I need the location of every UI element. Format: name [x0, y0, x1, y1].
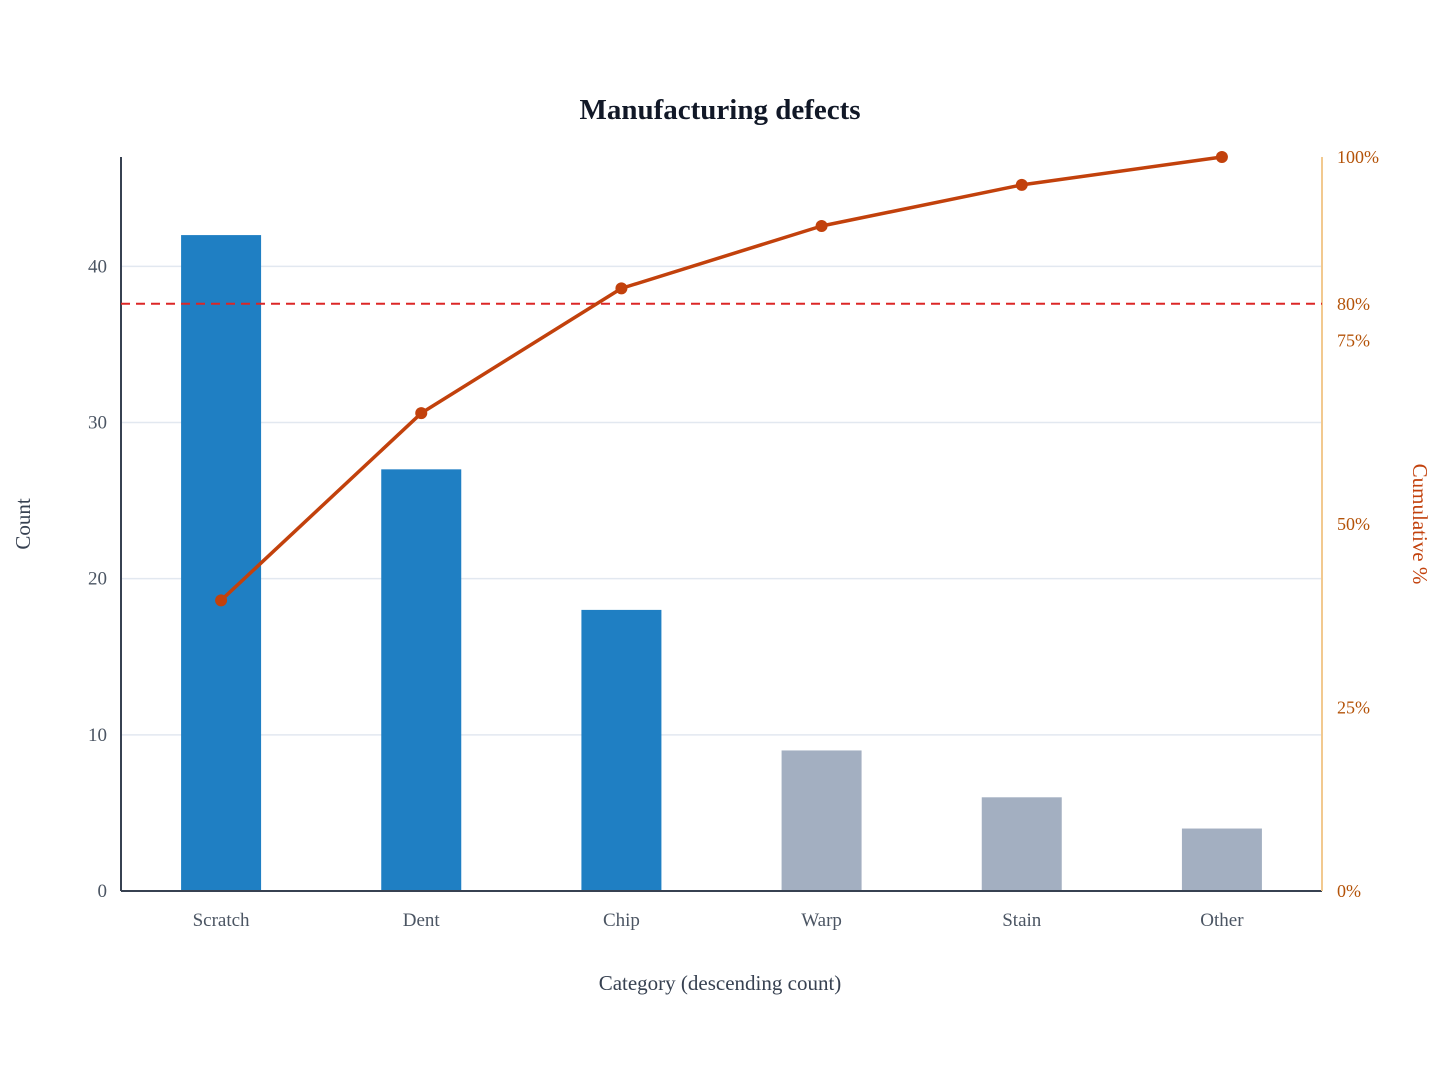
- x-tick-label: Chip: [603, 910, 640, 931]
- y2-tick-label: 80%: [1337, 294, 1370, 314]
- y2-tick-label: 50%: [1337, 514, 1370, 534]
- cumulative-point-chip: [615, 282, 628, 295]
- bar-scratch: [181, 235, 262, 892]
- y-tick-label: 0: [98, 881, 108, 902]
- chart-title: Manufacturing defects: [579, 94, 860, 126]
- y-axis-title: Count: [11, 498, 35, 550]
- tick-labels: 0 10 20 30 40 Scratch Dent Chip Warp Stain Other 0%…: [88, 147, 1379, 931]
- y2-tick-label: 100%: [1337, 147, 1379, 167]
- x-tick-label: Dent: [403, 910, 441, 931]
- cumulative-line: [215, 151, 1228, 607]
- y2-axis-title: Cumulative %: [1408, 464, 1432, 585]
- y-tick-label: 40: [88, 256, 107, 277]
- bar-dent: [381, 469, 462, 891]
- y-tick-label: 20: [88, 569, 107, 590]
- bar-warp: [781, 750, 862, 891]
- cumulative-point-dent: [415, 407, 428, 420]
- y2-tick-label: 25%: [1337, 698, 1370, 718]
- x-tick-label: Stain: [1002, 910, 1042, 931]
- bar-stain: [981, 797, 1062, 891]
- bar-chip: [581, 609, 662, 891]
- bar-other: [1181, 828, 1262, 891]
- y-tick-label: 10: [88, 725, 107, 746]
- x-tick-label: Warp: [801, 910, 842, 931]
- cumulative-point-scratch: [215, 594, 228, 607]
- cumulative-point-warp: [815, 219, 828, 232]
- axes: [120, 157, 1323, 892]
- y2-tick-label: 75%: [1337, 331, 1370, 351]
- cumulative-line-path: [219, 155, 1223, 602]
- y-tick-label: 30: [88, 412, 107, 433]
- cumulative-point-stain: [1015, 178, 1028, 191]
- bars: [181, 235, 1262, 892]
- x-tick-label: Other: [1200, 910, 1244, 931]
- grid-lines: [121, 265, 1322, 736]
- x-axis-title: Category (descending count): [599, 971, 842, 995]
- y2-tick-label: 0%: [1337, 881, 1361, 901]
- cumulative-point-other: [1215, 151, 1228, 163]
- x-tick-label: Scratch: [193, 910, 250, 931]
